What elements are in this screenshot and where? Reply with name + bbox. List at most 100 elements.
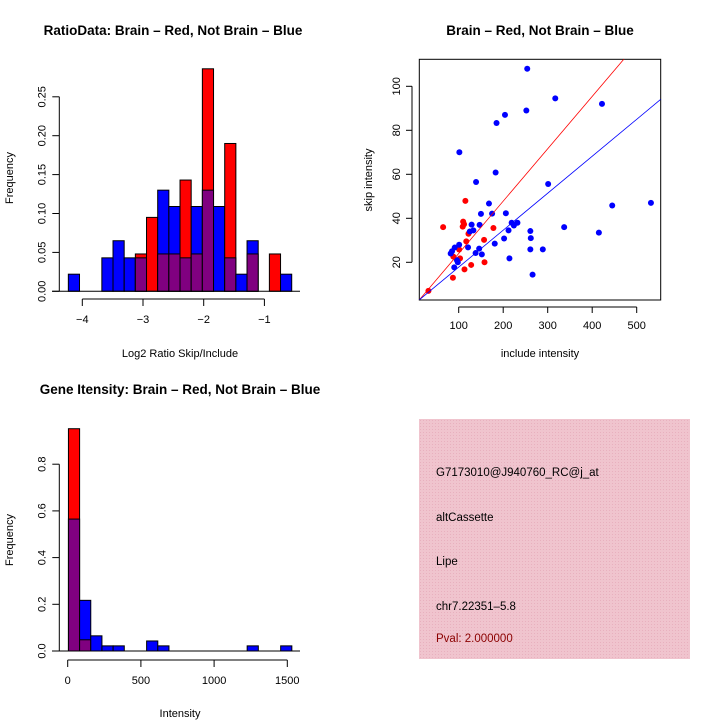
intensity-y-tick-label: 0.2	[36, 597, 48, 612]
scatter-plot-area	[419, 59, 661, 300]
scatter-point-not-brain	[506, 255, 513, 262]
ratio-x-tick-label: −3	[137, 314, 150, 326]
scatter-point-not-brain	[468, 221, 475, 228]
info-panel-background	[419, 419, 690, 659]
brain-fit-line	[419, 59, 625, 300]
scatter-point-not-brain	[454, 259, 461, 266]
ratio-y-tick-label: 0.15	[36, 164, 48, 185]
scatter-y-tick-label: 40	[391, 212, 403, 224]
ratio-bar-brain	[268, 253, 282, 292]
scatter-x-tick-label: 400	[583, 320, 601, 332]
scatter-point-not-brain	[609, 202, 616, 209]
intensity-y-tick-label: 0.4	[36, 550, 48, 565]
scatter-point-brain	[468, 261, 475, 268]
ratio-histogram-title: RatioData: Brain – Red, Not Brain – Blue	[44, 23, 303, 38]
scatter-x-tick-label: 300	[539, 320, 557, 332]
ratio-x-tick-label: −2	[197, 314, 210, 326]
scatter-point-not-brain	[477, 210, 484, 217]
intensity-y-tick-label: 0.0	[36, 643, 48, 658]
ratio-bar-overlap	[157, 253, 170, 292]
scatter-point-not-brain	[466, 228, 473, 235]
scatter-point-brain	[463, 238, 470, 245]
scatter-plot-box	[418, 58, 662, 301]
gene-intensity-ylabel: Frequency	[4, 514, 16, 566]
intensity-y-tick-label: 0.8	[36, 457, 48, 472]
genomic-location: chr7.22351–5.8	[436, 601, 516, 613]
scatter-point-brain	[490, 224, 497, 231]
ratio-y-tick-label: 0.05	[36, 242, 48, 263]
scatter-point-brain	[449, 274, 456, 281]
scatter-point-not-brain	[539, 246, 546, 253]
scatter-point-brain	[462, 197, 469, 204]
scatter-point-not-brain	[465, 244, 472, 251]
scatter-point-not-brain	[476, 221, 483, 228]
ratio-bar-brain	[146, 216, 159, 292]
scatter-point-not-brain	[491, 240, 498, 247]
scatter-y-tick-label: 20	[391, 256, 403, 268]
scatter-point-not-brain	[447, 250, 454, 257]
ratio-bar-not-brain	[67, 273, 81, 292]
scatter-point-not-brain	[485, 200, 492, 207]
scatter-point-not-brain	[501, 111, 508, 118]
scatter-point-not-brain	[473, 179, 480, 185]
scatter-y-tick-label: 60	[391, 168, 403, 180]
scatter-point-not-brain	[510, 222, 517, 229]
intensity-x-tick-label: 500	[132, 675, 150, 687]
intensity-bar-overlap	[79, 639, 92, 652]
ratio-y-tick-label: 0.00	[36, 281, 48, 302]
intensity-bar-not-brain	[90, 635, 103, 652]
ratio-x-tick-label: −4	[76, 314, 89, 326]
scatter-point-not-brain	[456, 241, 463, 248]
ratio-bar-not-brain	[235, 273, 248, 292]
probe-id: G7173010@J940760_RC@j_at	[436, 467, 600, 479]
intensity-scatter: Brain – Red, Not Brain – Blue include in…	[363, 23, 662, 360]
scatter-x-tick-label: 500	[628, 320, 646, 332]
not-brain-fit-line	[419, 99, 661, 300]
scatter-point-not-brain	[523, 107, 530, 114]
scatter-xlabel: include intensity	[501, 348, 580, 360]
scatter-point-not-brain	[647, 199, 654, 206]
event-type: altCassette	[436, 512, 494, 524]
scatter-point-not-brain	[545, 180, 552, 187]
info-panel: G7173010@J940760_RC@j_at altCassette Lip…	[419, 419, 690, 659]
scatter-point-not-brain	[529, 271, 536, 278]
gene-intensity-xlabel: Intensity	[160, 708, 201, 720]
ratio-histogram: RatioData: Brain – Red, Not Brain – Blue…	[4, 23, 303, 360]
ratio-bar-overlap	[224, 257, 237, 292]
scatter-point-not-brain	[527, 228, 534, 235]
ratio-y-tick-label: 0.20	[36, 125, 48, 146]
ratio-bar-overlap	[179, 257, 192, 292]
intensity-bar-overlap	[67, 518, 81, 652]
scatter-x-tick-label: 100	[450, 320, 468, 332]
scatter-ylabel: skip intensity	[363, 148, 375, 211]
intensity-bar-not-brain	[157, 645, 170, 652]
scatter-point-not-brain	[527, 246, 534, 253]
ratio-x-tick-label: −1	[258, 314, 271, 326]
scatter-point-not-brain	[502, 210, 509, 217]
scatter-point-not-brain	[595, 229, 602, 236]
ratio-y-tick-label: 0.25	[36, 86, 48, 107]
ratio-bar-not-brain	[280, 273, 293, 292]
scatter-point-brain	[481, 259, 488, 266]
scatter-point-not-brain	[552, 95, 559, 102]
ratio-bar-overlap	[201, 189, 215, 292]
scatter-point-not-brain	[456, 149, 463, 156]
intensity-bar-not-brain	[101, 645, 114, 652]
scatter-x-tick-label: 200	[494, 320, 512, 332]
scatter-point-not-brain	[505, 227, 512, 234]
pval: Pval: 2.000000	[436, 633, 513, 645]
ratio-y-tick-label: 0.10	[36, 203, 48, 224]
scatter-point-not-brain	[561, 224, 568, 231]
scatter-point-not-brain	[478, 251, 485, 258]
scatter-point-not-brain	[527, 235, 534, 242]
ratio-histogram-xlabel: Log2 Ratio Skip/Include	[122, 348, 238, 360]
gene-name: Lipe	[436, 556, 458, 568]
scatter-point-not-brain	[476, 245, 483, 252]
scatter-point-not-brain	[493, 120, 500, 127]
intensity-x-tick-label: 1500	[275, 675, 299, 687]
ratio-bar-overlap	[168, 253, 181, 292]
ratio-bar-overlap	[190, 253, 203, 292]
scatter-point-brain	[425, 287, 432, 294]
ratio-bar-overlap	[134, 257, 148, 292]
